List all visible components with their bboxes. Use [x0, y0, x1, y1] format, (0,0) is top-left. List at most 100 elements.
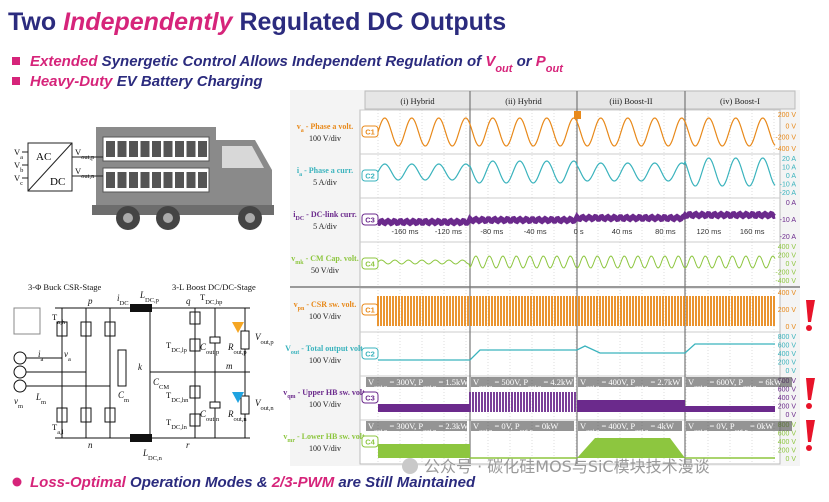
- text-run: v: [291, 254, 295, 263]
- text-run: P: [630, 377, 635, 387]
- mode-header: [364, 90, 796, 110]
- text-run: a: [20, 154, 23, 161]
- op-label-bg: [686, 421, 792, 431]
- mode-label: (iii) Boost-II: [609, 96, 652, 106]
- time-tick: 80 ms: [655, 227, 676, 236]
- waveform: [577, 438, 685, 458]
- bullet-text: Extended Synergetic Control Allows Indep…: [30, 53, 564, 75]
- channel-scale: 5 A/div: [313, 178, 337, 187]
- channel-tag: C1: [365, 306, 375, 315]
- text-run: DC: [120, 300, 129, 307]
- channel-scale: 100 V/div: [309, 312, 341, 321]
- channel-name: vmr - Lower HB sw. volt.: [283, 432, 366, 444]
- text-run: - Upper HB sw. volt.: [296, 388, 367, 397]
- chassis: [92, 205, 274, 215]
- text-run: v: [14, 396, 18, 406]
- text-run: V: [688, 421, 695, 431]
- channel-tick: 200 V: [778, 307, 797, 314]
- text-run: = 2.7kW: [648, 377, 680, 387]
- text-run: CM: [159, 384, 169, 391]
- switch: [189, 311, 201, 325]
- text-run: V: [285, 344, 291, 353]
- text-run: - DC-link curr.: [304, 210, 357, 219]
- op-label-bg: [471, 377, 574, 387]
- text-run: out,p: [479, 384, 492, 391]
- battery-cell: [152, 172, 161, 188]
- text-run: out,n: [586, 428, 600, 435]
- text-run: = 6kW: [756, 377, 782, 387]
- text-run: out: [495, 63, 513, 75]
- circuit-label: TDC,hp: [200, 292, 222, 306]
- text-run: v: [297, 122, 301, 131]
- channel-scale: 100 V/div: [309, 356, 341, 365]
- text-run: v: [64, 349, 68, 359]
- operating-point: Vout,p = 600V, Pout,p = 6kW: [688, 377, 782, 391]
- text-run: Loss-Optimal: [30, 474, 127, 491]
- converter-input: Va: [14, 147, 23, 161]
- text-run: Extended: [30, 53, 98, 70]
- battery-cell: [198, 172, 207, 188]
- circuit-label: va: [64, 349, 71, 363]
- circuit-label: TDC,lp: [166, 340, 187, 354]
- channel-tick: 20 A: [782, 156, 796, 163]
- text-run: = 4.2kW: [541, 377, 573, 387]
- trigger-marker: [574, 111, 581, 119]
- text-run: out,n: [635, 428, 649, 435]
- text-run: out,n: [479, 428, 493, 435]
- channel-tick: 400 V: [778, 439, 797, 446]
- channel-tick: 800 V: [778, 334, 797, 341]
- text-run: R: [227, 409, 234, 419]
- battery-cell: [175, 141, 184, 157]
- time-tick: 0 s: [574, 227, 584, 236]
- text-run: r: [186, 440, 190, 450]
- text-run: = 600V,: [707, 377, 738, 387]
- footer-text: Loss-Optimal Operation Modes & 2/3-PWM a…: [30, 474, 476, 491]
- channel-tick: 400 V: [778, 290, 797, 297]
- text-run: p: [87, 296, 93, 306]
- channel-tick: -200 V: [775, 270, 796, 277]
- converter-input: Vc: [14, 173, 23, 187]
- text-run: Two: [8, 8, 63, 36]
- text-run: C: [200, 409, 207, 419]
- time-tick: -120 ms: [435, 227, 462, 236]
- battery-cell: [163, 172, 173, 188]
- text-run: P: [515, 421, 520, 431]
- channel-tick: -10 A: [780, 217, 797, 224]
- text-run: a: [299, 172, 302, 178]
- mode-label: (i) Hybrid: [400, 96, 435, 106]
- alert-icons: [806, 300, 815, 451]
- text-run: - CSR sw. volt.: [304, 300, 356, 309]
- hub: [245, 213, 255, 223]
- switch: [80, 321, 92, 337]
- time-tick: -40 ms: [524, 227, 547, 236]
- converter-ac: AC: [36, 151, 51, 163]
- text-run: - Phase a curr.: [302, 166, 353, 175]
- text-run: out,n: [206, 416, 220, 423]
- text-run: = 500V,: [492, 377, 523, 387]
- text-run: V: [485, 53, 497, 70]
- battery-cell: [152, 141, 161, 157]
- channel-tick: -20 A: [780, 190, 797, 197]
- circuit-label: Ta,h: [52, 312, 66, 326]
- channel-scale: 100 V/div: [309, 444, 341, 453]
- text-run: out: [546, 63, 564, 75]
- battery-cell: [198, 141, 207, 157]
- text-run: = 0V,: [707, 421, 730, 431]
- channel-scale: 100 V/div: [309, 134, 341, 143]
- text-run: n: [88, 440, 93, 450]
- text-run: i: [297, 166, 300, 175]
- channel-tick: -400 V: [775, 278, 796, 285]
- text-run: k: [138, 362, 143, 372]
- load: [240, 330, 250, 350]
- watermark: 公众号 · 碳化硅MOS与SiC模块技术漫谈: [424, 457, 710, 476]
- text-run: = 400V,: [599, 377, 630, 387]
- text-run: m: [124, 397, 129, 404]
- text-run: R: [227, 342, 234, 352]
- circuit-label: Lm: [35, 392, 46, 406]
- channel-tag: C1: [365, 128, 375, 137]
- circuit-label: k: [138, 362, 143, 372]
- text-run: V: [14, 160, 21, 170]
- channel-name: Vout - Total output volt.: [285, 344, 365, 356]
- channel-tag-box: [361, 169, 379, 182]
